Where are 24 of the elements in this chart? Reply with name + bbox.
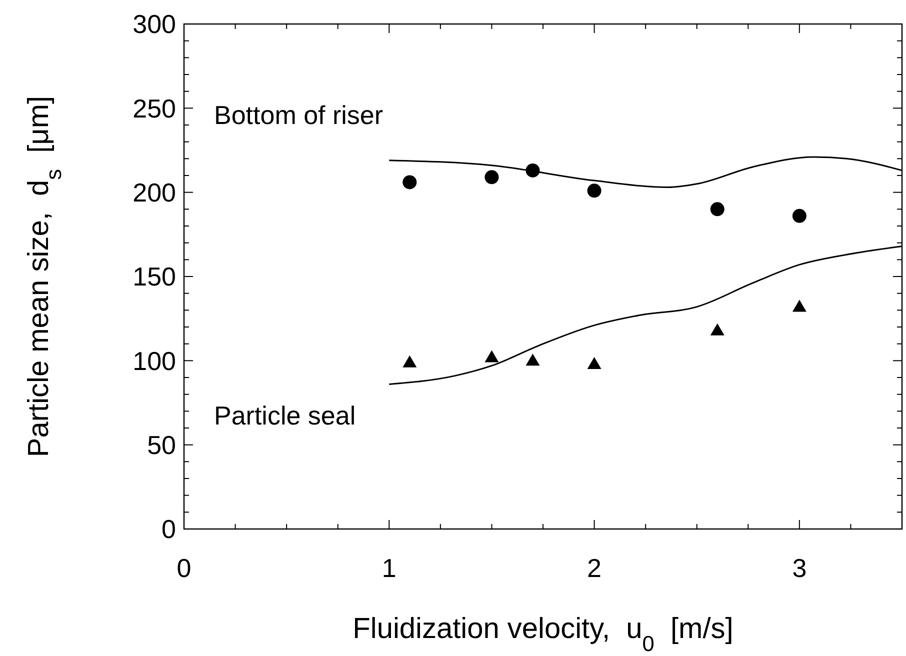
y-tick-label: 100 [132, 346, 176, 376]
y-tick-label: 200 [132, 177, 176, 208]
point [402, 175, 417, 190]
point [710, 323, 724, 336]
series-label: Bottom of riser [214, 100, 384, 130]
y-tick-label: 150 [132, 262, 176, 292]
x-axis-title: Fluidization velocity, u$_{0}$ [m/s] [352, 613, 734, 656]
y-tick-label: 50 [147, 430, 176, 460]
point [587, 357, 602, 370]
point [587, 184, 602, 198]
y-tick-label: 300 [132, 9, 176, 40]
x-tick-label: 3 [792, 553, 807, 583]
y-tick-label: 0 [162, 514, 176, 544]
point [710, 202, 724, 216]
point [402, 355, 417, 368]
point [792, 300, 806, 312]
y-tick-label: 250 [132, 93, 176, 124]
x-tick-label: 1 [382, 553, 396, 583]
point [484, 170, 499, 184]
point [526, 354, 540, 366]
point [484, 350, 499, 362]
point [792, 208, 806, 223]
text: Particle seal [214, 400, 356, 430]
x-tick-label: 2 [587, 553, 602, 583]
